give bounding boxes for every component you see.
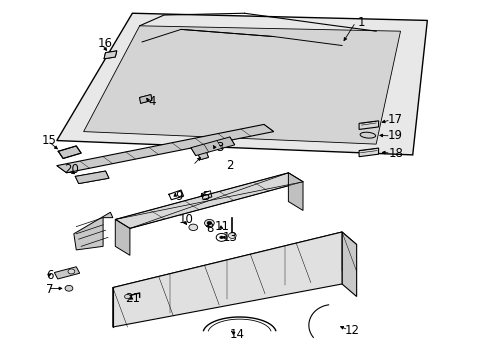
Polygon shape: [115, 173, 303, 228]
Circle shape: [188, 224, 197, 230]
Polygon shape: [54, 267, 80, 279]
Text: 17: 17: [387, 113, 402, 126]
Text: 4: 4: [148, 95, 155, 108]
Text: 10: 10: [178, 213, 193, 226]
Text: 18: 18: [387, 147, 402, 159]
Text: 20: 20: [64, 163, 79, 176]
Circle shape: [68, 269, 75, 274]
Text: 9: 9: [175, 190, 182, 203]
Polygon shape: [74, 212, 113, 250]
Polygon shape: [57, 125, 273, 173]
Text: 19: 19: [387, 129, 402, 142]
Text: 1: 1: [357, 16, 365, 29]
Polygon shape: [140, 95, 152, 103]
Circle shape: [206, 221, 211, 225]
Text: 7: 7: [45, 283, 53, 296]
Polygon shape: [288, 173, 303, 211]
Text: 6: 6: [45, 269, 53, 282]
Text: 14: 14: [229, 328, 244, 341]
Circle shape: [65, 285, 73, 291]
Ellipse shape: [359, 132, 375, 138]
Polygon shape: [358, 121, 378, 130]
Text: 13: 13: [222, 231, 237, 244]
Text: 3: 3: [216, 141, 224, 154]
Polygon shape: [198, 152, 208, 159]
Polygon shape: [113, 232, 356, 297]
Text: 16: 16: [98, 37, 113, 50]
Text: 2: 2: [225, 159, 233, 172]
Text: 11: 11: [215, 220, 229, 233]
Text: 12: 12: [344, 324, 359, 337]
Polygon shape: [358, 148, 378, 157]
Polygon shape: [83, 26, 400, 144]
Polygon shape: [190, 137, 234, 156]
Text: 15: 15: [42, 134, 57, 147]
Polygon shape: [113, 232, 341, 327]
Polygon shape: [75, 171, 109, 184]
Polygon shape: [115, 220, 130, 255]
Circle shape: [219, 236, 223, 239]
Polygon shape: [104, 51, 117, 59]
Circle shape: [204, 220, 214, 226]
Circle shape: [124, 294, 130, 299]
Circle shape: [228, 233, 236, 238]
Polygon shape: [58, 146, 81, 158]
Polygon shape: [341, 232, 356, 297]
Polygon shape: [57, 13, 427, 155]
Text: 5: 5: [202, 190, 209, 203]
Text: 8: 8: [206, 222, 214, 235]
Text: 21: 21: [124, 292, 140, 305]
